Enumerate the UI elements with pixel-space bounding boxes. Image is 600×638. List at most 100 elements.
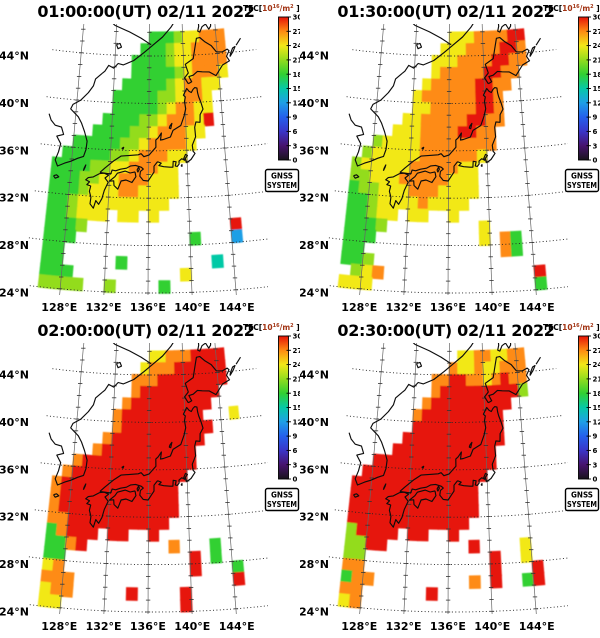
panel-title: 01:30:00(UT) 02/11 2022 bbox=[337, 2, 555, 21]
tec-cell bbox=[466, 114, 478, 128]
tec-cell bbox=[148, 421, 159, 436]
tec-cell bbox=[378, 182, 390, 197]
meridian-line bbox=[359, 343, 385, 614]
tec-cell bbox=[96, 207, 109, 222]
tec-cell bbox=[121, 409, 132, 423]
tec-cell bbox=[397, 514, 409, 529]
coastline-path bbox=[168, 122, 173, 130]
tec-cell bbox=[72, 134, 84, 149]
tec-cell bbox=[147, 209, 160, 223]
lat-axis-labels: 44°N 40°N 36°N 32°N 28°N 24°N bbox=[0, 369, 29, 619]
tec-cell bbox=[510, 242, 524, 257]
tec-cell bbox=[148, 386, 159, 400]
tec-cell bbox=[65, 205, 79, 220]
tec-cell bbox=[185, 432, 196, 447]
tec-cell bbox=[364, 217, 378, 232]
parallel-line bbox=[328, 237, 568, 247]
tec-cell bbox=[372, 134, 384, 149]
lon-tick-label: 136°E bbox=[430, 301, 466, 314]
tec-cell bbox=[190, 349, 201, 364]
tec-cell bbox=[499, 360, 510, 375]
colorbar-tick-label: 12 bbox=[593, 418, 600, 426]
tec-cell bbox=[179, 586, 193, 601]
tec-cell bbox=[429, 433, 441, 447]
tec-cell bbox=[421, 397, 433, 412]
tec-cell bbox=[365, 205, 379, 220]
tec-cell bbox=[165, 362, 176, 376]
tec-cell bbox=[410, 125, 422, 140]
tec-cell bbox=[348, 498, 361, 514]
tec-cell bbox=[499, 231, 512, 246]
coastline-path bbox=[535, 356, 541, 365]
tec-data-cells bbox=[337, 347, 546, 609]
tec-cell bbox=[457, 43, 467, 57]
tec-cell bbox=[185, 444, 197, 459]
tec-cell bbox=[510, 230, 523, 245]
tec-cell bbox=[201, 76, 212, 91]
tec-cell bbox=[430, 90, 441, 105]
tec-cell bbox=[115, 255, 128, 270]
tec-cell bbox=[420, 125, 431, 140]
tec-cell bbox=[389, 159, 402, 174]
tec-cell bbox=[448, 421, 459, 436]
tec-cell bbox=[157, 149, 169, 164]
tec-cell bbox=[157, 161, 169, 176]
tec-cell bbox=[485, 444, 497, 459]
colorbar-tick-label: 0 bbox=[293, 157, 298, 165]
tec-cell bbox=[466, 66, 476, 81]
colorbar-tick-label: 9 bbox=[293, 114, 298, 122]
tec-cell bbox=[517, 382, 529, 397]
tec-cell bbox=[474, 385, 485, 400]
tec-cell bbox=[439, 433, 450, 447]
tec-cell bbox=[54, 216, 68, 231]
tec-cell bbox=[119, 137, 131, 152]
tec-cell bbox=[448, 397, 459, 412]
lat-tick-label: 32°N bbox=[300, 511, 329, 524]
meridian-line bbox=[59, 343, 85, 614]
tec-cell bbox=[173, 30, 184, 45]
lon-tick-label: 136°E bbox=[430, 620, 466, 633]
tec-cell bbox=[467, 149, 479, 164]
tec-cell bbox=[139, 385, 150, 400]
coastline-path bbox=[82, 164, 87, 171]
tec-cell bbox=[380, 147, 393, 162]
tec-cell bbox=[60, 264, 74, 279]
tec-cell bbox=[77, 513, 90, 528]
tec-cell bbox=[157, 90, 168, 105]
tec-cell bbox=[482, 54, 493, 69]
tec-cell bbox=[457, 409, 468, 424]
coastline-path bbox=[348, 391, 403, 486]
tec-cell bbox=[457, 149, 469, 164]
tec-cell bbox=[465, 362, 476, 376]
tec-cell bbox=[203, 112, 215, 127]
tec-cell bbox=[130, 78, 141, 93]
tec-cell bbox=[76, 206, 89, 221]
colorbar-tick-label: 6 bbox=[593, 447, 598, 455]
lon-tick-label: 140°E bbox=[474, 620, 510, 633]
tec-cell bbox=[421, 409, 432, 423]
tec-cell bbox=[448, 102, 459, 117]
tec-cell bbox=[210, 549, 223, 564]
tec-cell bbox=[401, 124, 413, 139]
tec-cell bbox=[182, 349, 192, 364]
map-area bbox=[28, 24, 268, 295]
tec-cell bbox=[474, 66, 485, 81]
tec-cell bbox=[189, 231, 202, 246]
tec-cell bbox=[430, 397, 441, 412]
tec-cell bbox=[440, 374, 450, 388]
tec-cell bbox=[97, 195, 109, 210]
colorbar-tick-label: 6 bbox=[293, 447, 298, 455]
tec-cell bbox=[120, 444, 131, 459]
tec-cell bbox=[427, 516, 439, 530]
tec-cell bbox=[484, 420, 496, 435]
tec-cell bbox=[184, 101, 196, 116]
tec-cell bbox=[337, 274, 351, 289]
meridian-line bbox=[214, 343, 237, 614]
tec-cell bbox=[208, 371, 219, 386]
tec-cell bbox=[448, 386, 459, 400]
tec-cell bbox=[70, 277, 84, 292]
tec-cell bbox=[53, 228, 66, 243]
tec-cell bbox=[485, 432, 496, 447]
tec-cell bbox=[429, 137, 440, 152]
